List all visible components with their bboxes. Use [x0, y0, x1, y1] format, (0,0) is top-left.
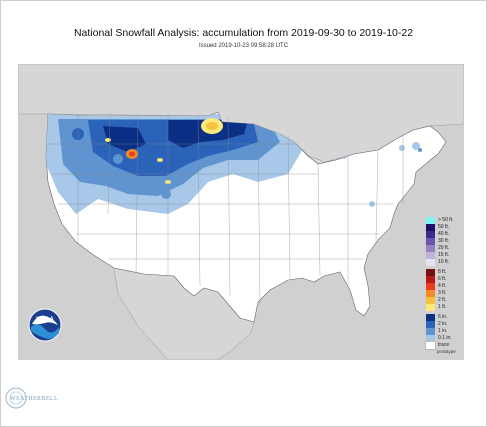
- snowfall-map: [18, 64, 464, 360]
- prototype-note: prototype: [437, 349, 456, 354]
- legend-label: 10 ft.: [438, 259, 450, 265]
- legend-swatch: [426, 269, 435, 276]
- legend-entry: 6 in.: [426, 314, 470, 321]
- snow-patch-newengland: [399, 145, 405, 151]
- legend-entry: 15 ft.: [426, 252, 470, 259]
- legend-swatch: [426, 224, 435, 231]
- snow-patch: [161, 189, 171, 199]
- watermark-ring: [5, 387, 27, 409]
- legend-label: 6 ft.: [438, 276, 447, 282]
- legend-label: trace: [438, 342, 450, 348]
- snow-patch-maine-core: [418, 148, 422, 152]
- legend-entry: 50 ft.: [426, 224, 470, 231]
- legend-swatch: [426, 328, 435, 335]
- noaa-logo-bird: [32, 315, 58, 325]
- legend-entry: 0.1 in.: [426, 335, 470, 342]
- legend-entry: 6 ft.: [426, 276, 470, 283]
- legend-label: 4 ft.: [438, 283, 447, 289]
- legend-label: 1 ft.: [438, 304, 447, 310]
- snow-max-montana-core: [206, 122, 218, 130]
- legend-label: 2 in.: [438, 321, 448, 327]
- legend-swatch: [426, 290, 435, 297]
- legend-entry: 2 ft.: [426, 297, 470, 304]
- legend-entry: 8 ft.: [426, 269, 470, 276]
- legend-label: 15 ft.: [438, 252, 450, 258]
- legend-entry: 1 ft.: [426, 304, 470, 311]
- snow-patch-maine: [412, 142, 420, 150]
- legend-swatch: [426, 217, 435, 224]
- map-title: National Snowfall Analysis: accumulation…: [73, 27, 414, 39]
- legend-swatch: [426, 314, 435, 321]
- snow-pocket: [105, 138, 111, 142]
- noaa-logo-text: NOAA: [36, 317, 54, 323]
- legend-label: 3 ft.: [438, 290, 447, 296]
- legend-label: 0.1 in.: [438, 335, 452, 341]
- legend-swatch: [426, 231, 435, 238]
- weatherbell-watermark-art: [5, 387, 27, 409]
- color-legend: > 50 ft. 50 ft. 40 ft. 30 ft. 20 ft. 15 ft. 10…: [425, 217, 470, 350]
- legend-swatch: [426, 252, 435, 259]
- legend-label: 40 ft.: [438, 231, 450, 237]
- noaa-logo: NOAA: [28, 308, 62, 342]
- legend-swatch: [426, 304, 435, 311]
- legend-entry: 3 ft.: [426, 290, 470, 297]
- legend-swatch: [426, 297, 435, 304]
- legend-label: 30 ft.: [438, 238, 450, 244]
- legend-label: 8 ft.: [438, 269, 447, 275]
- legend-entry: 30 ft.: [426, 238, 470, 245]
- legend-entry: 2 in.: [426, 321, 470, 328]
- legend-entry: 10 ft.: [426, 259, 470, 266]
- legend-entry: trace: [425, 341, 470, 350]
- legend-entry: 4 ft.: [426, 283, 470, 290]
- legend-entry: 20 ft.: [426, 245, 470, 252]
- state-borders: [48, 114, 404, 305]
- legend-entry: > 50 ft.: [426, 217, 470, 224]
- watermark-ring-inner: [9, 391, 23, 405]
- weatherbell-watermark: WEATHERBELL: [10, 396, 59, 402]
- legend-label: > 50 ft.: [438, 217, 454, 223]
- legend-entry: 40 ft.: [426, 231, 470, 238]
- issued-timestamp: Issued 2019-10-23 09:58:28 UTC: [198, 43, 289, 49]
- legend-label: 1 in.: [438, 328, 448, 334]
- legend-swatch: [425, 341, 436, 350]
- legend-label: 50 ft.: [438, 224, 450, 230]
- noaa-logo-wave: [31, 324, 59, 339]
- legend-swatch: [426, 259, 435, 266]
- snow-pocket: [157, 158, 163, 162]
- legend-label: 6 in.: [438, 314, 448, 320]
- snow-max-idaho-core: [129, 151, 135, 157]
- legend-label: 2 ft.: [438, 297, 447, 303]
- legend-label: 20 ft.: [438, 245, 450, 251]
- legend-swatch: [426, 276, 435, 283]
- legend-swatch: [426, 335, 435, 342]
- legend-entry: 1 in.: [426, 328, 470, 335]
- legend-swatch: [426, 321, 435, 328]
- legend-swatch: [426, 283, 435, 290]
- legend-swatch: [426, 245, 435, 252]
- legend-swatch: [426, 238, 435, 245]
- snow-patch: [113, 154, 123, 164]
